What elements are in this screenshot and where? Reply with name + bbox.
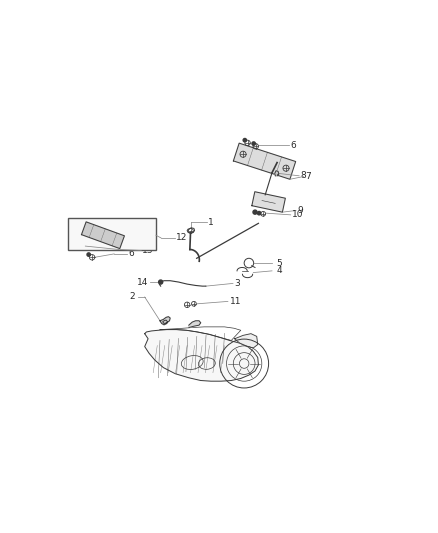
Text: 5: 5 [276,259,282,268]
Text: 10: 10 [292,211,303,220]
Circle shape [159,280,162,284]
Text: 7: 7 [305,172,311,181]
Circle shape [87,246,90,249]
Text: 13: 13 [142,246,154,255]
Circle shape [252,142,255,146]
Text: 8: 8 [300,171,306,180]
Text: 12: 12 [176,233,187,243]
Text: 1: 1 [208,218,214,227]
Text: 6: 6 [290,141,296,150]
Polygon shape [189,321,201,328]
Text: 2: 2 [130,293,135,302]
Text: 11: 11 [230,297,241,306]
Circle shape [253,210,257,214]
Circle shape [87,253,90,256]
Polygon shape [81,222,124,248]
Polygon shape [233,143,296,179]
Text: 14: 14 [137,278,148,287]
Text: 3: 3 [234,279,240,288]
Text: 4: 4 [276,266,282,276]
Polygon shape [252,192,286,212]
Polygon shape [160,317,170,325]
Polygon shape [235,334,258,348]
Polygon shape [275,171,279,176]
Circle shape [258,212,261,215]
Circle shape [243,139,247,142]
Text: 9: 9 [297,206,303,215]
Bar [67,218,156,251]
Text: 6: 6 [128,249,134,259]
Polygon shape [145,329,258,381]
Circle shape [80,245,83,248]
